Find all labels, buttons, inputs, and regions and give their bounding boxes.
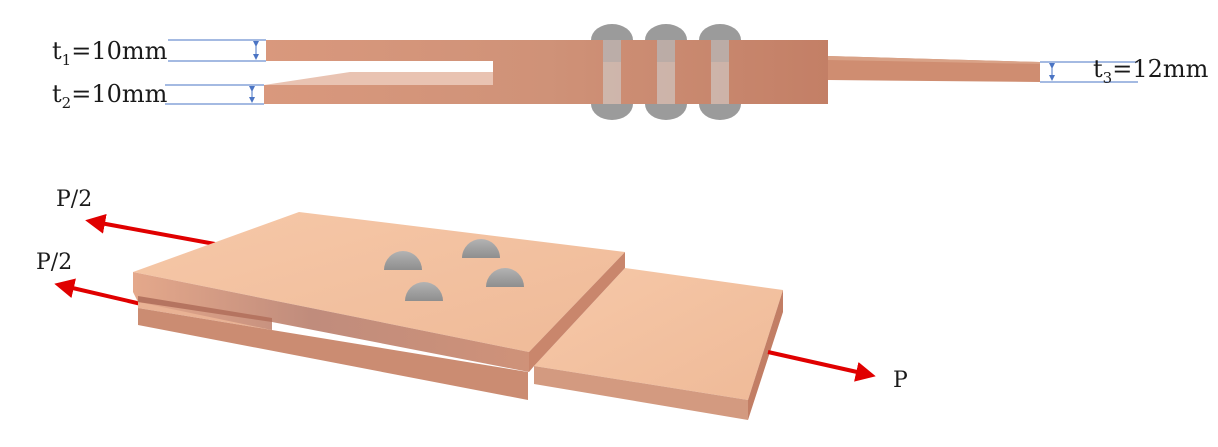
label-t2: t2=10mm xyxy=(52,80,168,112)
rivet-domes xyxy=(384,239,524,301)
strap-slot xyxy=(138,296,272,322)
dimension-t2 xyxy=(165,84,264,105)
arrow-full-load xyxy=(767,350,876,382)
lower-strap-taper xyxy=(264,72,493,85)
arrow-upper-half-load xyxy=(85,213,216,246)
main-plate-end xyxy=(748,290,783,420)
main-plate-top xyxy=(534,268,783,400)
label-t1: t1=10mm xyxy=(52,37,168,69)
label-lower-half-load: P/2 xyxy=(36,250,72,275)
dimension-t1 xyxy=(168,39,266,62)
strap-gap xyxy=(266,61,493,72)
side-view: t1=10mm t2=10mm t3=12mm xyxy=(52,24,1209,120)
upper-strap-side xyxy=(264,40,828,104)
label-full-load: P xyxy=(893,368,908,393)
upper-strap-top xyxy=(133,212,625,352)
isometric-view: P/2 P/2 P xyxy=(36,187,908,420)
upper-strap-front xyxy=(133,272,529,372)
dimension-t3 xyxy=(1040,61,1138,83)
label-upper-half-load: P/2 xyxy=(56,187,92,212)
main-plate-front xyxy=(534,366,748,420)
arrow-lower-half-load xyxy=(54,278,151,308)
lower-strap-front xyxy=(138,308,528,400)
label-t3: t3=12mm xyxy=(1093,55,1209,87)
upper-strap-end xyxy=(529,252,625,372)
